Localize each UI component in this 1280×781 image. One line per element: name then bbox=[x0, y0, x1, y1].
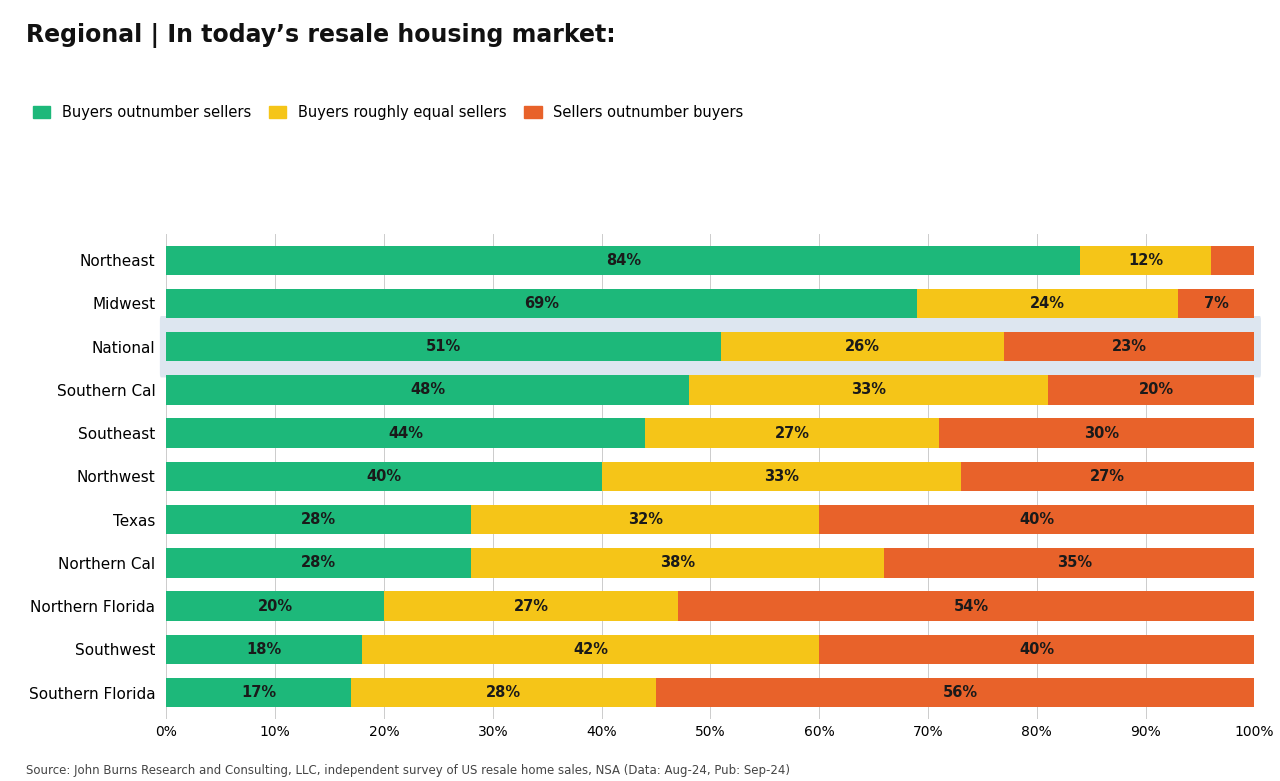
Text: 28%: 28% bbox=[301, 555, 337, 570]
Text: 17%: 17% bbox=[242, 685, 276, 700]
Bar bbox=[884, 548, 1265, 578]
Text: 33%: 33% bbox=[851, 383, 886, 398]
Text: 32%: 32% bbox=[627, 512, 663, 527]
Bar bbox=[166, 678, 351, 708]
Text: 27%: 27% bbox=[1091, 469, 1125, 484]
Bar bbox=[471, 548, 884, 578]
Bar bbox=[940, 419, 1265, 448]
Bar bbox=[471, 505, 819, 534]
Text: 54%: 54% bbox=[954, 598, 989, 614]
Text: 27%: 27% bbox=[774, 426, 809, 440]
Bar bbox=[722, 332, 1004, 362]
Text: 51%: 51% bbox=[426, 339, 462, 355]
Text: 42%: 42% bbox=[573, 642, 608, 657]
Text: 40%: 40% bbox=[1019, 512, 1055, 527]
Text: 30%: 30% bbox=[1084, 426, 1120, 440]
Text: 12%: 12% bbox=[1128, 253, 1164, 268]
Bar bbox=[689, 375, 1048, 405]
Text: 24%: 24% bbox=[1030, 296, 1065, 311]
Text: Source: John Burns Research and Consulting, LLC, independent survey of US resale: Source: John Burns Research and Consulti… bbox=[26, 764, 790, 777]
Text: 23%: 23% bbox=[1112, 339, 1147, 355]
Bar bbox=[166, 289, 916, 318]
Text: 69%: 69% bbox=[525, 296, 559, 311]
Bar bbox=[166, 245, 1080, 275]
Text: 7%: 7% bbox=[1204, 296, 1229, 311]
Text: 40%: 40% bbox=[1019, 642, 1055, 657]
Bar bbox=[1080, 245, 1211, 275]
Text: 38%: 38% bbox=[660, 555, 695, 570]
Bar bbox=[602, 462, 961, 491]
Text: 35%: 35% bbox=[1057, 555, 1092, 570]
Text: 56%: 56% bbox=[943, 685, 978, 700]
Bar bbox=[351, 678, 657, 708]
Text: 40%: 40% bbox=[366, 469, 402, 484]
Bar bbox=[166, 548, 471, 578]
Bar bbox=[166, 505, 471, 534]
Bar bbox=[1005, 332, 1254, 362]
Bar bbox=[384, 591, 678, 621]
Bar bbox=[1179, 289, 1254, 318]
Legend: Buyers outnumber sellers, Buyers roughly equal sellers, Sellers outnumber buyers: Buyers outnumber sellers, Buyers roughly… bbox=[33, 105, 744, 120]
Text: 33%: 33% bbox=[764, 469, 799, 484]
Bar bbox=[960, 462, 1254, 491]
Text: 27%: 27% bbox=[513, 598, 548, 614]
Bar bbox=[819, 635, 1254, 664]
Text: 20%: 20% bbox=[1139, 383, 1174, 398]
Text: 20%: 20% bbox=[257, 598, 293, 614]
Text: Regional | In today’s resale housing market:: Regional | In today’s resale housing mar… bbox=[26, 23, 616, 48]
Bar bbox=[916, 289, 1179, 318]
Text: 28%: 28% bbox=[301, 512, 337, 527]
Text: 28%: 28% bbox=[486, 685, 521, 700]
Bar bbox=[362, 635, 819, 664]
Bar bbox=[645, 419, 940, 448]
Text: 18%: 18% bbox=[247, 642, 282, 657]
Bar bbox=[1211, 245, 1254, 275]
Text: 84%: 84% bbox=[605, 253, 641, 268]
Bar bbox=[657, 678, 1266, 708]
FancyBboxPatch shape bbox=[160, 316, 1261, 377]
Bar bbox=[166, 332, 722, 362]
Bar bbox=[166, 591, 384, 621]
Bar bbox=[166, 462, 602, 491]
Bar bbox=[1048, 375, 1266, 405]
Bar bbox=[166, 419, 645, 448]
Bar bbox=[819, 505, 1254, 534]
Text: 26%: 26% bbox=[845, 339, 881, 355]
Text: 48%: 48% bbox=[410, 383, 445, 398]
Bar bbox=[166, 635, 362, 664]
Bar bbox=[166, 375, 689, 405]
Bar bbox=[678, 591, 1266, 621]
Text: 44%: 44% bbox=[388, 426, 424, 440]
